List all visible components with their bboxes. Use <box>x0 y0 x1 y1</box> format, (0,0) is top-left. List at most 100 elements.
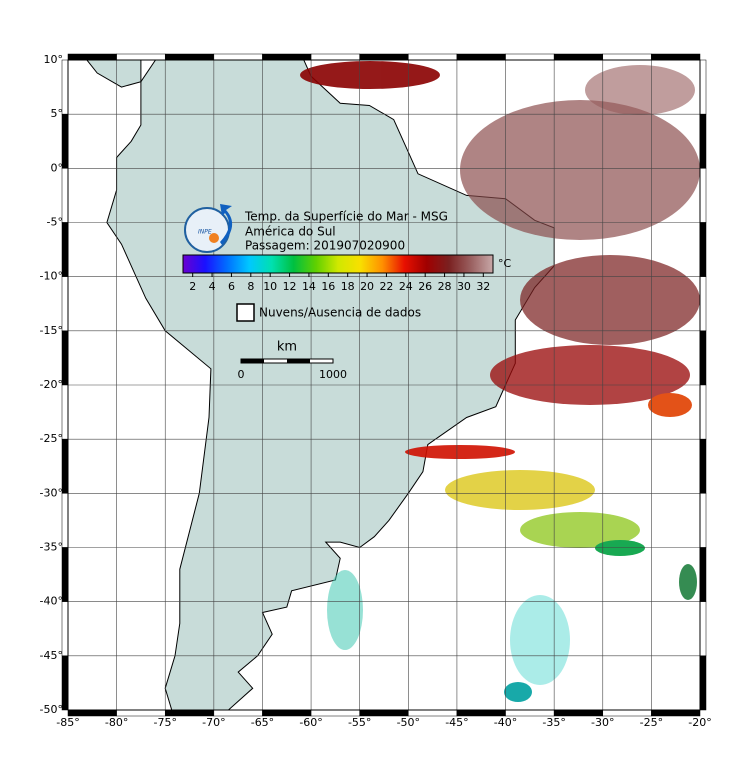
lon-tick-label: -55° <box>348 716 371 729</box>
lon-tick-label: -35° <box>542 716 565 729</box>
frame-border <box>67 59 701 711</box>
scale-label: 1000 <box>319 368 347 381</box>
tick-labels: -85° -80° -75° -70° -65° -60° -55° -50° -45° -40°… <box>40 53 712 729</box>
lat-tick-label: -25° <box>40 432 63 445</box>
scale-label: 0 <box>238 368 245 381</box>
lat-tick-label: -45° <box>40 649 63 662</box>
sst-patch <box>648 393 692 417</box>
lat-tick-label: -15° <box>40 324 63 337</box>
frame-seg <box>699 113 707 169</box>
lat-tick-label: -10° <box>40 270 63 283</box>
scale-unit: km <box>277 340 297 355</box>
colorbar-unit: °C <box>498 257 512 270</box>
frame-seg <box>61 113 69 169</box>
frame-seg <box>262 53 312 61</box>
frame-seg <box>408 53 458 61</box>
colorbar-tick-label: 18 <box>341 280 355 293</box>
frame-seg <box>699 655 707 711</box>
colorbar-tick-label: 30 <box>457 280 471 293</box>
land <box>86 60 142 88</box>
frame-seg <box>699 547 707 602</box>
frame-seg <box>67 53 117 61</box>
frame-seg <box>699 384 707 440</box>
frame-seg <box>61 384 69 440</box>
lat-tick-label: -5° <box>47 216 63 229</box>
lon-tick-label: -80° <box>105 716 128 729</box>
pass: Passagem: 201907020900 <box>245 239 405 253</box>
colorbar-tick-label: 12 <box>283 280 297 293</box>
sst-patch <box>520 512 640 548</box>
frame-seg <box>61 493 69 548</box>
frame-seg <box>699 222 707 277</box>
legend-swatch <box>236 303 255 322</box>
frame-seg <box>116 53 166 61</box>
lon-tick-label: -30° <box>591 716 614 729</box>
colorbar-tick-label: 26 <box>418 280 432 293</box>
lon-tick-label: -65° <box>251 716 274 729</box>
sst-patch <box>490 345 690 405</box>
frame-seg <box>61 59 69 115</box>
frame-seg <box>699 276 707 332</box>
frame-seg <box>651 53 701 61</box>
frame-seg <box>213 53 263 61</box>
frame-seg <box>61 222 69 277</box>
sst-patch <box>679 564 697 600</box>
frame-seg <box>61 601 69 657</box>
lon-tick-label: -40° <box>494 716 517 729</box>
frame-seg <box>699 438 707 494</box>
lat-tick-label: 5° <box>51 107 64 120</box>
region: América do Sul <box>245 225 336 239</box>
scale-bar-seg <box>241 359 264 363</box>
lat-tick-label: 0° <box>51 161 64 174</box>
frame-seg <box>699 59 707 115</box>
sst-patches <box>300 61 700 702</box>
sst-patch <box>445 470 595 510</box>
frame-seg <box>699 330 707 386</box>
frame-seg <box>61 438 69 494</box>
logo-arrow <box>220 204 233 245</box>
frame-seg <box>359 53 409 61</box>
frame-seg <box>456 53 506 61</box>
colorbar: 2 4 6 8 10 12 14 16 18 20 22 24 26 28 30 32 <box>182 254 494 293</box>
frame-seg <box>505 53 555 61</box>
colorbar-tick-label: 14 <box>302 280 316 293</box>
sst-patch <box>585 65 695 115</box>
frame-seg <box>310 53 360 61</box>
frame-seg <box>61 655 69 711</box>
lon-tick-label: -45° <box>445 716 468 729</box>
frame-seg <box>61 168 69 223</box>
frame-seg <box>553 53 604 61</box>
colorbar-tick-label: 22 <box>379 280 393 293</box>
map-area <box>68 60 700 710</box>
lat-tick-label: -30° <box>40 486 63 499</box>
colorbar-tick-label: 10 <box>263 280 277 293</box>
frame-seg <box>699 493 707 548</box>
frame-seg <box>61 330 69 386</box>
lat-tick-label: -50° <box>40 703 63 716</box>
frame-seg <box>61 276 69 332</box>
colorbar-tick-label: 8 <box>247 280 254 293</box>
logo-text: INPE <box>198 229 212 236</box>
scale-bar: km 0 1000 <box>238 340 348 382</box>
title: Temp. da Superfície do Mar - MSG <box>244 210 448 224</box>
colorbar-tick-label: 4 <box>209 280 216 293</box>
sst-patch <box>405 445 515 459</box>
scale-bar-seg <box>287 359 310 363</box>
colorbar-tick-label: 6 <box>228 280 235 293</box>
lat-tick-label: -35° <box>40 541 63 554</box>
lon-tick-label: -75° <box>153 716 176 729</box>
colorbar-tick-label: 32 <box>476 280 490 293</box>
lon-tick-label: -70° <box>202 716 225 729</box>
frame <box>61 53 707 717</box>
sst-patch <box>510 595 570 685</box>
lon-tick-label: -50° <box>397 716 420 729</box>
colorbar-tick-label: 24 <box>399 280 413 293</box>
sst-patch <box>327 570 363 650</box>
colorbar-tick-label: 2 <box>189 280 196 293</box>
logo-dot <box>209 233 219 243</box>
lon-tick-label: -25° <box>640 716 663 729</box>
frame-seg <box>61 547 69 602</box>
sst-patch <box>595 540 645 556</box>
colorbar-tick-label: 28 <box>438 280 452 293</box>
